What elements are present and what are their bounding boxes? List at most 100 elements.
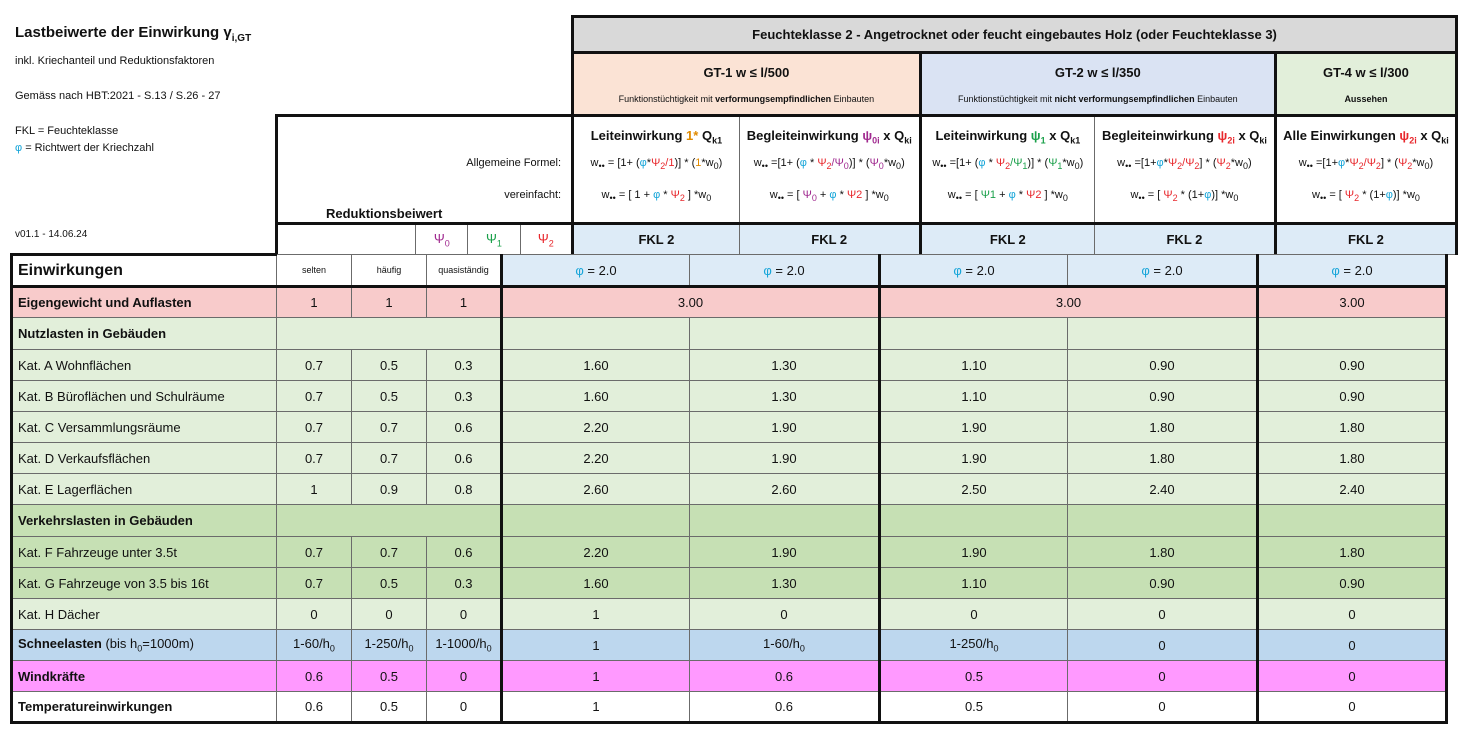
wind-value-5: 0: [1256, 660, 1448, 692]
snow-value-2: 1-60/h0: [689, 629, 880, 661]
row-kat-h-psi2: 0: [426, 598, 502, 630]
text: =1000m): [142, 636, 194, 652]
formula-col-5: Alle Einwirkungen ψ2i x Qki w•• =[1+φ*Ψ2…: [1273, 114, 1458, 224]
row-kat-b-psi2: 0.3: [426, 380, 502, 412]
row-kat-f-label: Kat. F Fahrzeuge unter 3.5t: [10, 536, 277, 568]
row-kat-a-label: Kat. A Wohnflächen: [10, 349, 277, 381]
page-title: Lastbeiwerte der Einwirkung γi,GT: [15, 24, 252, 44]
row-snow-label: Schneelasten (bis h0=1000m): [10, 629, 277, 661]
phi-symbol: φ: [575, 262, 584, 278]
header-gt1: GT-1 w ≤ l/500 Funktionstüchtigkeit mit …: [571, 52, 921, 116]
row-verk-header-label: Verkehrslasten in Gebäuden: [10, 504, 277, 537]
legend-fkl: FKL = Feuchteklasse: [15, 125, 119, 137]
temp-value-5: 0: [1256, 691, 1448, 724]
perm-psi0: 1: [276, 286, 352, 318]
snow-psi0: 1-60/h0: [276, 629, 352, 661]
row-label-perm: Eigengewicht und Auflasten: [10, 286, 277, 318]
row-kat-c-psi1: 0.7: [351, 411, 427, 443]
row-nutz-header-c3: [878, 317, 1068, 350]
snow-value-4: 0: [1067, 629, 1258, 661]
text: 1-60/h: [763, 636, 800, 652]
row-verk-header-c4: [1067, 504, 1258, 537]
row-kat-a-value-5: 0.90: [1256, 349, 1448, 381]
row-kat-c-label: Kat. C Versammlungsräume: [10, 411, 277, 443]
row-verk-header-c2: [689, 504, 880, 537]
snow-value-3: 1-250/h0: [878, 629, 1068, 661]
formula-label-cell: Allgemeine Formel: vereinfacht: Reduktio…: [274, 114, 573, 224]
row-kat-e-value-2: 2.60: [689, 473, 880, 505]
row-kat-a-value-4: 0.90: [1067, 349, 1258, 381]
row-verk-header-c3: [878, 504, 1068, 537]
row-kat-g-value-5: 0.90: [1256, 567, 1448, 599]
row-nutz-header-c4: [1067, 317, 1258, 350]
row-verk-header-psi: [276, 504, 502, 537]
row-kat-a: Kat. A Wohnflächen 0.7 0.5 0.3 1.60 1.30 1.10 0…: [10, 349, 1448, 381]
wind-psi2: 0: [426, 660, 502, 692]
row-kat-g-value-1: 1.60: [500, 567, 690, 599]
row-kat-f-psi0: 0.7: [276, 536, 352, 568]
row-temp: Temperatureinwirkungen 0.6 0.5 0 1 0.6 0.5 0 0: [10, 691, 1448, 724]
header-gt2: GT-2 w ≤ l/350 Funktionstüchtigkeit mit …: [918, 52, 1276, 116]
row-kat-c-psi0: 0.7: [276, 411, 352, 443]
phi-value-col-1: φ = 2.0: [500, 254, 690, 288]
snow-value-1: 1: [500, 629, 690, 661]
row-kat-d-value-1: 2.20: [500, 442, 690, 474]
label-haeufig: häufig: [351, 254, 427, 288]
row-kat-f-value-1: 2.20: [500, 536, 690, 568]
row-kat-h-psi0: 0: [276, 598, 352, 630]
row-kat-d-psi0: 0.7: [276, 442, 352, 474]
fkl-col-4: FKL 2: [1093, 222, 1276, 255]
header-moisture-class: Feuchteklasse 2 - Angetrocknet oder feuc…: [571, 15, 1458, 54]
perm-gt1: 3.00: [500, 286, 880, 318]
temp-value-4: 0: [1067, 691, 1258, 724]
row-kat-c-psi2: 0.6: [426, 411, 502, 443]
row-kat-d: Kat. D Verkaufsflächen 0.7 0.7 0.6 2.20 1.90 1…: [10, 442, 1448, 474]
wind-psi1: 0.5: [351, 660, 427, 692]
row-kat-f-value-3: 1.90: [878, 536, 1068, 568]
phi-value-col-2: φ = 2.0: [689, 254, 880, 288]
formula-col-2: Begleiteinwirkung ψ0i x Qki w•• =[1+ (φ …: [738, 114, 921, 224]
row-kat-f-value-2: 1.90: [689, 536, 880, 568]
wind-value-1: 1: [500, 660, 690, 692]
row-kat-b-value-2: 1.30: [689, 380, 880, 412]
temp-value-1: 1: [500, 691, 690, 724]
row-kat-d-label: Kat. D Verkaufsflächen: [10, 442, 277, 474]
fkl-col-2: FKL 2: [738, 222, 921, 255]
label-general-formula: Allgemeine Formel:: [466, 157, 562, 169]
row-verk-header-c5: [1256, 504, 1448, 537]
version-label: v01.1 - 14.06.24: [15, 229, 88, 240]
fkl-col-3: FKL 2: [918, 222, 1095, 255]
phi-value-col-5: φ = 2.0: [1256, 254, 1448, 288]
text: 1-250/h: [364, 636, 409, 652]
row-kat-e-psi0: 1: [276, 473, 352, 505]
row-snow: Schneelasten (bis h0=1000m) 1-60/h0 1-250/…: [10, 629, 1448, 661]
subscript: 0: [993, 643, 999, 654]
phi-value: = 2.0: [961, 262, 995, 278]
row-nutz-header-psi: [276, 317, 502, 350]
row-kat-e-psi1: 0.9: [351, 473, 427, 505]
row-kat-d-value-5: 1.80: [1256, 442, 1448, 474]
subscript: 0: [137, 643, 143, 654]
row-kat-c-value-5: 1.80: [1256, 411, 1448, 443]
row-kat-c-value-1: 2.20: [500, 411, 690, 443]
phi-symbol: φ: [763, 262, 772, 278]
label-quasi: quasiständig: [426, 254, 502, 288]
wind-psi0: 0.6: [276, 660, 352, 692]
row-kat-d-psi2: 0.6: [426, 442, 502, 474]
row-kat-d-value-2: 1.90: [689, 442, 880, 474]
load-rows-table: Einwirkungen selten häufig quasiständig φ = …: [10, 253, 1448, 724]
temp-value-3: 0.5: [878, 691, 1068, 724]
row-kat-f-value-4: 1.80: [1067, 536, 1258, 568]
row-kat-e-value-3: 2.50: [878, 473, 1068, 505]
perm-gt2: 3.00: [878, 286, 1258, 318]
snow-value-5: 0: [1256, 629, 1448, 661]
perm-gt4: 3.00: [1256, 286, 1448, 318]
row-einwirkungen: Einwirkungen selten häufig quasiständig φ = …: [10, 253, 1448, 288]
temp-value-2: 0.6: [689, 691, 880, 724]
row-perm: Eigengewicht und Auflasten 1 1 1 3.00 3.00 3.0…: [10, 286, 1448, 318]
row-kat-g-psi2: 0.3: [426, 567, 502, 599]
row-kat-g-psi1: 0.5: [351, 567, 427, 599]
text: 1-250/h: [949, 636, 994, 652]
row-kat-c-value-4: 1.80: [1067, 411, 1258, 443]
row-kat-f-value-5: 1.80: [1256, 536, 1448, 568]
